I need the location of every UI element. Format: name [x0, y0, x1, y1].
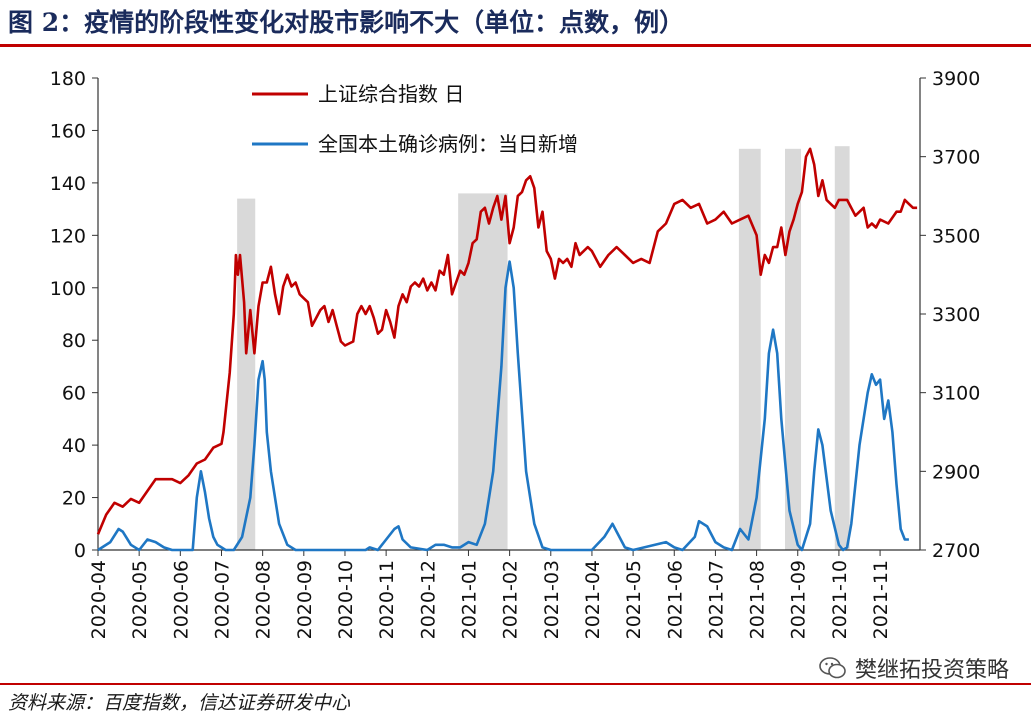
watermark-text: 樊继拓投资策略	[854, 658, 1009, 683]
x-tick-label: 2021-04	[582, 560, 604, 639]
x-tick-label: 2020-11	[376, 560, 398, 639]
left-tick-label: 100	[50, 278, 86, 300]
left-tick-label: 120	[50, 225, 86, 247]
legend-label: 全国本土确诊病例：当日新增	[318, 132, 578, 156]
title-divider	[0, 44, 1031, 47]
chart: 0 20 40 60 80 100 120 140 160 180 2700 2900 3100 3300…	[50, 68, 981, 639]
left-tick-label: 0	[74, 540, 86, 562]
watermark: 樊继拓投资策略	[819, 652, 1009, 684]
right-tick-label: 3500	[932, 225, 980, 247]
x-tick-label: 2021-11	[870, 560, 892, 639]
right-tick-label: 3300	[932, 304, 980, 326]
x-tick-label: 2020-05	[129, 560, 151, 639]
x-tick-label: 2021-07	[705, 560, 727, 639]
series-line-index	[96, 147, 918, 535]
legend-label: 上证综合指数 日	[318, 82, 464, 106]
right-tick-label: 3100	[932, 383, 980, 405]
right-tick-label: 2700	[932, 540, 980, 562]
x-tick-label: 2020-04	[88, 560, 110, 639]
shaded-period	[237, 198, 256, 550]
shaded-period	[834, 146, 850, 550]
series-line-cases	[97, 260, 909, 552]
axes: 0 20 40 60 80 100 120 140 160 180 2700 2900 3100 3300…	[50, 68, 981, 639]
right-tick-label: 3900	[932, 68, 980, 90]
source-note: 资料来源：百度指数，信达证券研发中心	[8, 692, 351, 714]
x-tick-label: 2020-09	[294, 560, 316, 639]
shaded-period	[458, 193, 508, 550]
x-tick-label: 2021-06	[664, 560, 686, 639]
shaded-period	[784, 148, 802, 551]
series-lines	[96, 147, 918, 552]
shaded-periods	[237, 146, 850, 551]
x-tick-label: 2021-08	[747, 560, 769, 639]
left-tick-label: 140	[50, 173, 86, 195]
wechat-icon	[819, 657, 846, 679]
x-tick-label: 2021-10	[829, 560, 851, 639]
left-tick-label: 40	[62, 435, 86, 457]
left-tick-label: 60	[62, 383, 86, 405]
figure-title: 图 2：疫情的阶段性变化对股市影响不大（单位：点数，例）	[8, 8, 685, 37]
left-tick-label: 80	[62, 330, 86, 352]
left-tick-label: 160	[50, 120, 86, 142]
x-tick-label: 2020-07	[211, 560, 233, 639]
x-tick-label: 2021-05	[623, 560, 645, 639]
x-tick-label: 2021-02	[500, 560, 522, 639]
x-tick-label: 2021-03	[541, 560, 563, 639]
x-tick-label: 2020-10	[335, 560, 357, 639]
source-divider	[0, 683, 1031, 685]
x-tick-label: 2021-01	[458, 560, 480, 639]
x-tick-label: 2020-06	[170, 560, 192, 639]
left-tick-label: 20	[62, 488, 86, 510]
right-tick-label: 2900	[932, 461, 980, 483]
left-tick-label: 180	[50, 68, 86, 90]
shaded-period	[738, 148, 761, 551]
x-tick-label: 2020-08	[253, 560, 275, 639]
x-tick-label: 2020-12	[417, 560, 439, 639]
x-tick-label: 2021-09	[788, 560, 810, 639]
right-tick-label: 3700	[932, 147, 980, 169]
